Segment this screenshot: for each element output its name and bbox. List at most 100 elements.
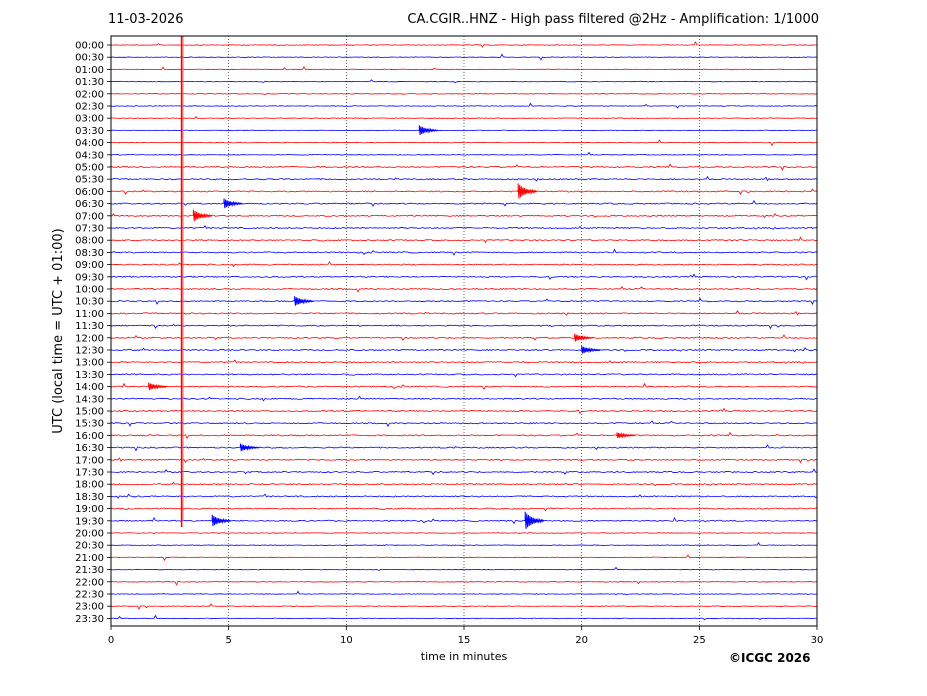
x-tick-label: 5 xyxy=(225,635,231,646)
y-tick-label: 18:00 xyxy=(75,480,104,491)
trace-15:30 xyxy=(110,420,818,427)
trace-11:30 xyxy=(110,323,818,330)
trace-05:00 xyxy=(110,163,818,171)
y-tick-label: 11:00 xyxy=(75,309,104,320)
event-burst xyxy=(223,198,243,209)
trace-06:00 xyxy=(110,188,818,196)
y-tick-label: 06:30 xyxy=(75,199,104,210)
trace-12:30 xyxy=(110,347,818,353)
y-tick-label: 14:30 xyxy=(75,394,104,405)
y-tick-label: 15:30 xyxy=(75,419,104,430)
trace-05:30 xyxy=(110,175,818,182)
trace-10:00 xyxy=(110,285,818,293)
y-tick-label: 20:30 xyxy=(75,541,104,552)
trace-00:30 xyxy=(111,53,818,61)
y-tick-label: 22:30 xyxy=(75,590,104,601)
x-tick-label: 10 xyxy=(340,635,353,646)
trace-04:30 xyxy=(110,151,818,156)
trace-03:30 xyxy=(110,129,818,132)
y-tick-label: 00:30 xyxy=(75,53,104,64)
y-tick-label: 03:00 xyxy=(75,114,104,125)
y-tick-label: 09:00 xyxy=(75,260,104,271)
event-burst xyxy=(574,333,594,342)
trace-22:00 xyxy=(110,580,818,586)
y-tick-label: 23:00 xyxy=(75,602,104,613)
trace-09:30 xyxy=(110,273,818,281)
trace-10:30 xyxy=(110,297,818,306)
y-tick-label: 10:00 xyxy=(75,285,104,296)
y-tick-label: 21:30 xyxy=(75,565,104,576)
trace-00:00 xyxy=(110,41,818,48)
event-burst xyxy=(581,345,601,354)
y-tick-label: 21:00 xyxy=(75,553,104,564)
date-label: 11-03-2026 xyxy=(108,12,184,27)
y-tick-label: 11:30 xyxy=(75,321,104,332)
trace-13:00 xyxy=(110,359,818,364)
y-tick-label: 08:30 xyxy=(75,248,104,259)
y-tick-label: 16:00 xyxy=(75,431,104,442)
trace-17:30 xyxy=(110,468,818,476)
y-tick-label: 03:30 xyxy=(75,126,104,137)
y-tick-label: 19:00 xyxy=(75,504,104,515)
trace-02:00 xyxy=(110,93,818,96)
x-axis: 0 5 10 15 20 25 30 xyxy=(108,626,824,646)
trace-11:00 xyxy=(110,310,818,316)
trace-04:00 xyxy=(110,139,818,147)
trace-14:00 xyxy=(110,382,818,390)
trace-19:00 xyxy=(110,507,818,512)
event-burst xyxy=(517,183,537,199)
y-tick-label: 12:30 xyxy=(75,346,104,357)
trace-16:30 xyxy=(110,444,818,452)
x-tick-label: 30 xyxy=(811,635,824,646)
y-tick-label: 01:00 xyxy=(75,65,104,76)
trace-22:30 xyxy=(110,590,818,596)
trace-18:30 xyxy=(110,493,818,499)
trace-17:00 xyxy=(110,457,818,464)
x-axis-label: time in minutes xyxy=(421,650,508,663)
trace-13:30 xyxy=(110,373,818,378)
trace-02:30 xyxy=(110,102,818,109)
y-tick-label: 17:30 xyxy=(75,468,104,479)
event-burst xyxy=(239,443,260,452)
x-tick-label: 25 xyxy=(693,635,706,646)
event-burst xyxy=(211,514,231,527)
trace-18:00 xyxy=(110,481,818,487)
y-axis-label: UTC (local time = UTC + 01:00) xyxy=(51,228,66,433)
trace-08:30 xyxy=(110,248,818,256)
event-burst xyxy=(524,511,545,529)
trace-20:00 xyxy=(110,532,818,535)
trace-20:30 xyxy=(110,541,818,546)
trace-21:00 xyxy=(110,554,818,562)
y-tick-label: 07:30 xyxy=(75,224,104,235)
trace-12:00 xyxy=(110,334,818,341)
seismic-traces xyxy=(110,41,818,621)
y-tick-label: 14:00 xyxy=(75,382,104,393)
event-burst xyxy=(418,125,439,135)
trace-14:30 xyxy=(110,395,818,402)
copyright-label: ©ICGC 2026 xyxy=(729,651,811,665)
y-tick-label: 01:30 xyxy=(75,77,104,88)
trace-01:00 xyxy=(110,65,818,71)
trace-21:30 xyxy=(110,566,818,572)
event-burst xyxy=(192,209,213,222)
y-tick-label: 07:00 xyxy=(75,211,104,222)
y-tick-label: 10:30 xyxy=(75,297,104,308)
spike-trace xyxy=(180,36,184,527)
y-tick-label: 04:30 xyxy=(75,150,104,161)
y-tick-label: 02:00 xyxy=(75,89,104,100)
trace-07:30 xyxy=(110,225,818,230)
y-tick-label: 15:00 xyxy=(75,407,104,418)
y-tick-label: 00:00 xyxy=(75,41,104,52)
x-tick-label: 20 xyxy=(575,635,588,646)
trace-03:00 xyxy=(110,116,818,120)
y-tick-label: 13:30 xyxy=(75,370,104,381)
trace-15:00 xyxy=(110,407,818,415)
chart-title: CA.CGIR..HNZ - High pass filtered @2Hz -… xyxy=(407,12,819,27)
y-tick-label: 20:00 xyxy=(75,529,104,540)
trace-07:00 xyxy=(110,213,818,219)
y-tick-label: 08:00 xyxy=(75,236,104,247)
y-tick-label: 17:00 xyxy=(75,455,104,466)
trace-23:00 xyxy=(110,603,818,610)
